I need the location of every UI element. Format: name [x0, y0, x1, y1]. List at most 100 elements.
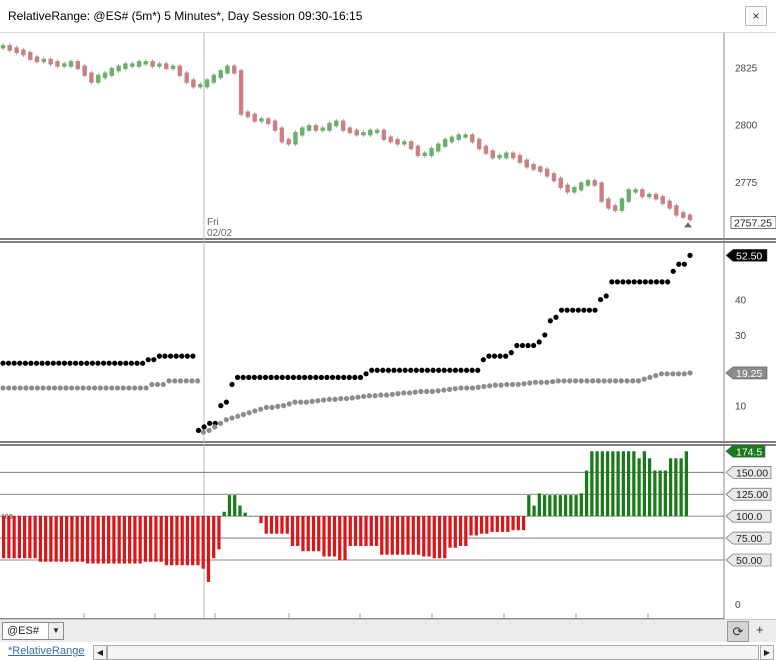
relative-range-bar [306, 516, 310, 552]
range-point-gray [555, 378, 561, 384]
range-point-dark [251, 374, 257, 380]
candle-body [517, 154, 523, 163]
range-point-gray [538, 379, 544, 385]
relative-range-bar [180, 516, 184, 566]
add-pane-icon[interactable]: + [756, 622, 764, 637]
candle-body [674, 205, 679, 216]
candle-body [14, 47, 19, 54]
candle-body [55, 61, 60, 67]
relative-range-bar [212, 516, 216, 559]
range-point-gray [69, 385, 75, 391]
relative-range-bar [374, 516, 379, 546]
range-point-dark [73, 360, 79, 366]
range-point-gray [561, 378, 567, 384]
range-point-dark [167, 353, 174, 359]
range-point-dark [385, 367, 391, 373]
range-point-dark [503, 353, 509, 359]
range-point-gray [29, 385, 35, 391]
range-point-gray [149, 381, 155, 388]
reference-line-label-bg [725, 531, 772, 545]
candle-body [334, 120, 339, 127]
range-point-dark [586, 307, 593, 313]
relative-range-bar [464, 516, 468, 546]
candle-body [306, 125, 312, 131]
close-button[interactable]: × [745, 6, 767, 26]
candle-body [177, 65, 183, 76]
candle-body [170, 65, 176, 70]
range-point-dark [463, 367, 470, 373]
relative-range-bar [154, 516, 158, 562]
relative-range-bar [80, 516, 85, 562]
relative-range-bar [469, 516, 473, 536]
range-point-gray [11, 385, 18, 391]
symbol-dropdown[interactable]: @ES# ▼ [2, 622, 64, 640]
range-point-dark [184, 353, 190, 359]
range-value-tag-gray: 19.25 [736, 368, 762, 380]
relative-range-bar [626, 451, 631, 517]
relative-range-bar [422, 516, 426, 557]
relative-range-bar [563, 495, 568, 517]
range-point-gray [395, 391, 401, 397]
relative-range-bar [621, 451, 625, 517]
tab-relativerange[interactable]: *RelativeRange [8, 645, 85, 657]
relative-range-bar [658, 470, 662, 517]
candle-body [470, 134, 475, 143]
candle-body [497, 154, 502, 159]
range-point-dark [117, 360, 123, 366]
range-point-gray [332, 396, 338, 402]
price-tick-label: 2800 [735, 121, 758, 132]
relative-range-bar [653, 470, 657, 517]
chevron-down-icon[interactable]: ▼ [48, 623, 63, 639]
range-point-dark [665, 279, 671, 285]
relative-range-bar [70, 516, 74, 562]
range-point-gray [17, 385, 23, 391]
scroll-left-icon[interactable]: ◀ [93, 645, 107, 660]
range-point-dark [134, 360, 140, 366]
last-price-label: 2757.25 [734, 217, 772, 229]
range-point-dark [637, 279, 643, 285]
relative-range-bar [411, 516, 415, 555]
range-point-gray [0, 385, 6, 391]
candle-body [463, 134, 468, 138]
range-point-dark [329, 374, 336, 380]
range-point-gray [406, 390, 413, 396]
range-point-dark [123, 360, 129, 366]
scroll-right-icon[interactable]: ▶ [760, 645, 774, 660]
candle-body [578, 182, 584, 191]
horizontal-scrollbar[interactable] [107, 645, 759, 660]
range-point-gray [389, 391, 395, 397]
range-point-gray [681, 371, 687, 377]
relative-range-bar [243, 512, 247, 517]
candle-body [381, 129, 387, 140]
relative-range-bar [227, 495, 232, 517]
range-point-gray [532, 379, 539, 385]
candle-body [68, 61, 74, 67]
candle-body [313, 125, 319, 131]
range-point-dark [128, 360, 135, 366]
range-point-dark [302, 374, 308, 380]
range-point-gray [618, 378, 624, 384]
range-point-dark [313, 374, 319, 380]
range-point-dark [486, 353, 492, 359]
candle-body [456, 134, 461, 140]
range-point-gray [143, 385, 149, 391]
relative-range-bar [684, 451, 689, 517]
relative-range-bar [453, 516, 457, 548]
range-point-dark [614, 279, 620, 285]
relative-range-bar [2, 516, 6, 559]
range-point-gray [240, 411, 247, 418]
range-point-gray [80, 385, 86, 391]
relative-range-bar [479, 516, 484, 534]
range-point-gray [527, 380, 533, 386]
relative-range-bar [175, 516, 179, 566]
candle-body [41, 58, 47, 63]
range-value-tag-gray-bg [725, 366, 768, 380]
range-point-gray [372, 393, 378, 399]
candle-body [653, 193, 659, 200]
relative-range-bar [569, 495, 573, 517]
range-point-gray [418, 388, 424, 395]
refresh-icon[interactable]: ⟳ [727, 621, 749, 642]
range-point-dark [413, 367, 419, 373]
range-point-dark [140, 360, 146, 366]
